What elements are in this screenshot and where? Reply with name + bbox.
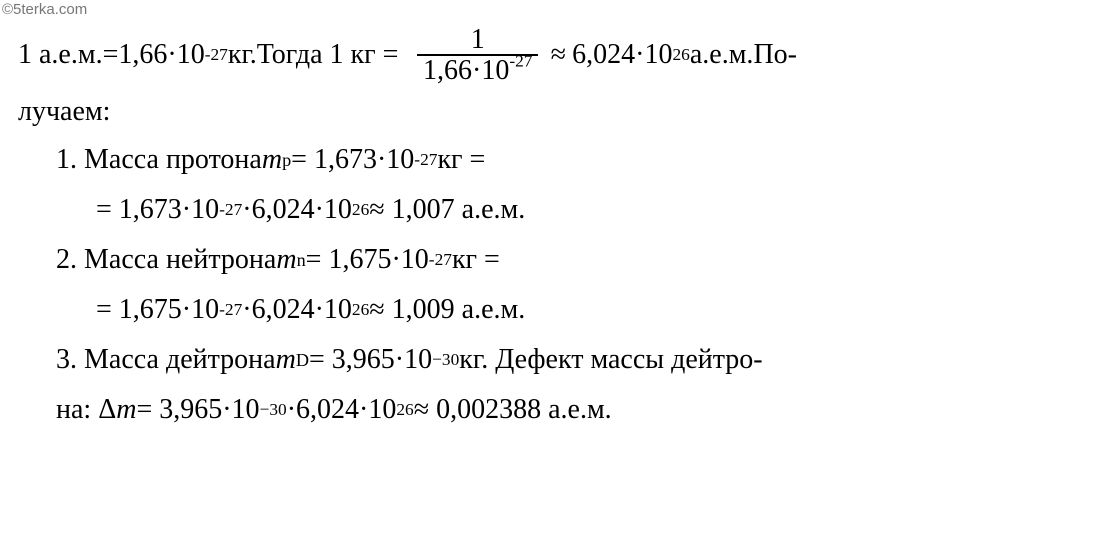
txt: ≈ 1,007 а.е.м. xyxy=(369,196,525,224)
txt: кг. xyxy=(228,41,257,69)
txt: = 3,965·10 xyxy=(309,346,432,374)
txt: а.е.м. xyxy=(690,41,754,69)
mass-symbol: m xyxy=(276,246,296,274)
txt: Тогда 1 кг = xyxy=(257,41,399,69)
intro-line-2: лучаем: xyxy=(18,98,1103,126)
item2-line1: 2. Масса нейтрона mn = 1,675·10-27 кг = xyxy=(18,246,1103,274)
item3-line1: 3. Масса дейтрона mD = 3,965·10−30 кг. Д… xyxy=(18,346,1103,374)
item1-line2: = 1,673·10-27 ·6,024·1026 ≈ 1,007 а.е.м. xyxy=(18,196,1103,224)
mass-symbol: m xyxy=(262,146,282,174)
txt: 1. Масса протона xyxy=(56,146,262,174)
txt: = xyxy=(103,41,119,69)
txt: 1,66·10 xyxy=(118,41,204,69)
txt: ≈ xyxy=(551,41,566,69)
txt: кг. Дефект массы дейтро- xyxy=(459,346,762,374)
intro-line-1: 1 а.е.м. = 1,66·10-27 кг. Тогда 1 кг = 1… xyxy=(18,25,1103,86)
txt: = 3,965·10 xyxy=(136,396,259,424)
txt: кг = xyxy=(452,246,500,274)
txt: на: Δ xyxy=(56,396,116,424)
frac-num: 1 xyxy=(465,25,491,54)
txt: 1,66·10 xyxy=(423,55,509,86)
txt: 6,024·10 xyxy=(572,41,672,69)
txt: 3. Масса дейтрона xyxy=(56,346,276,374)
mass-symbol: m xyxy=(276,346,296,374)
txt: ·6,024·10 xyxy=(287,396,397,424)
txt: кг = xyxy=(437,146,485,174)
page-content: 1 а.е.м. = 1,66·10-27 кг. Тогда 1 кг = 1… xyxy=(0,0,1115,424)
exp: -27 xyxy=(509,52,532,71)
watermark-text: ©5terka.com xyxy=(2,2,87,17)
txt: ≈ 0,002388 а.е.м. xyxy=(414,396,612,424)
item3-line2: на: Δ m = 3,965·10−30 ·6,024·1026 ≈ 0,00… xyxy=(18,396,1103,424)
txt: 2. Масса нейтрона xyxy=(56,246,276,274)
txt: = 1,673·10 xyxy=(96,196,219,224)
frac-den: 1,66·10-27 xyxy=(417,56,538,85)
txt: лучаем: xyxy=(18,98,110,126)
txt: По- xyxy=(753,41,797,69)
mass-symbol: m xyxy=(116,396,136,424)
txt: = 1,675·10 xyxy=(96,296,219,324)
txt: 1 а.е.м. xyxy=(18,41,103,69)
txt: ·6,024·10 xyxy=(242,196,352,224)
item2-line2: = 1,675·10-27 ·6,024·1026 ≈ 1,009 а.е.м. xyxy=(18,296,1103,324)
txt: ·6,024·10 xyxy=(242,296,352,324)
txt: ≈ 1,009 а.е.м. xyxy=(369,296,525,324)
fraction: 1 1,66·10-27 xyxy=(417,25,538,86)
txt: = 1,675·10 xyxy=(306,246,429,274)
txt: = 1,673·10 xyxy=(291,146,414,174)
item1-line1: 1. Масса протона mp = 1,673·10-27 кг = xyxy=(18,146,1103,174)
